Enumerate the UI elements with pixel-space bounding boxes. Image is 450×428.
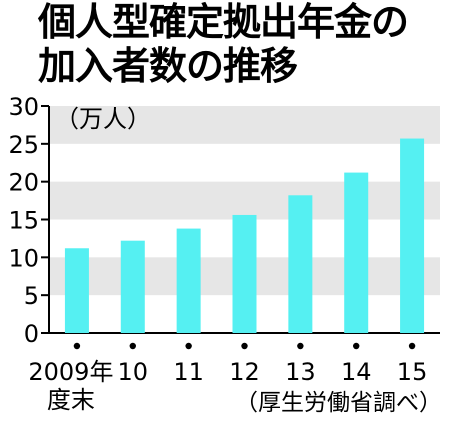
y-unit-label: （万人） [55,105,151,133]
x-tick-label: 15 [397,358,428,386]
x-tick-label: 2009年 [28,358,113,386]
x-tick-dot [129,342,136,350]
x-tick-label: 12 [229,358,260,386]
x-tick-label: 14 [341,358,372,386]
x-tick-dot [241,342,248,350]
y-tick-label: 15 [8,207,39,235]
y-tick-label: 30 [8,93,39,121]
x-tick-dot [353,342,360,350]
x-tick-dot [408,342,416,350]
grid-band [49,181,440,220]
bar [288,195,313,333]
bar [400,138,425,333]
y-tick-label: 0 [24,320,39,348]
y-tick-label: 20 [8,169,39,197]
bar [120,240,145,333]
chart-title-line1: 個人型確定拠出年金の [38,0,409,44]
x-tick-label: 10 [118,358,149,386]
bar [232,214,257,333]
grid-band [49,106,440,144]
x-tick-label: 度末 [47,386,95,414]
bar [64,248,89,333]
x-tick-label: 11 [173,358,204,386]
x-tick-dot [297,342,304,350]
chart-title: 個人型確定拠出年金の 加入者数の推移 [38,0,409,88]
y-tick-label: 25 [8,131,39,159]
x-tick-dot [185,342,192,350]
y-tick-label: 5 [24,282,39,310]
bar [176,228,201,333]
x-tick-dot [73,342,81,350]
x-tick-label: 13 [285,358,316,386]
y-tick-label: 10 [8,244,39,272]
chart-title-line2: 加入者数の推移 [38,44,298,88]
bar [344,172,369,333]
source-note: （厚生労働省調べ） [235,390,442,416]
